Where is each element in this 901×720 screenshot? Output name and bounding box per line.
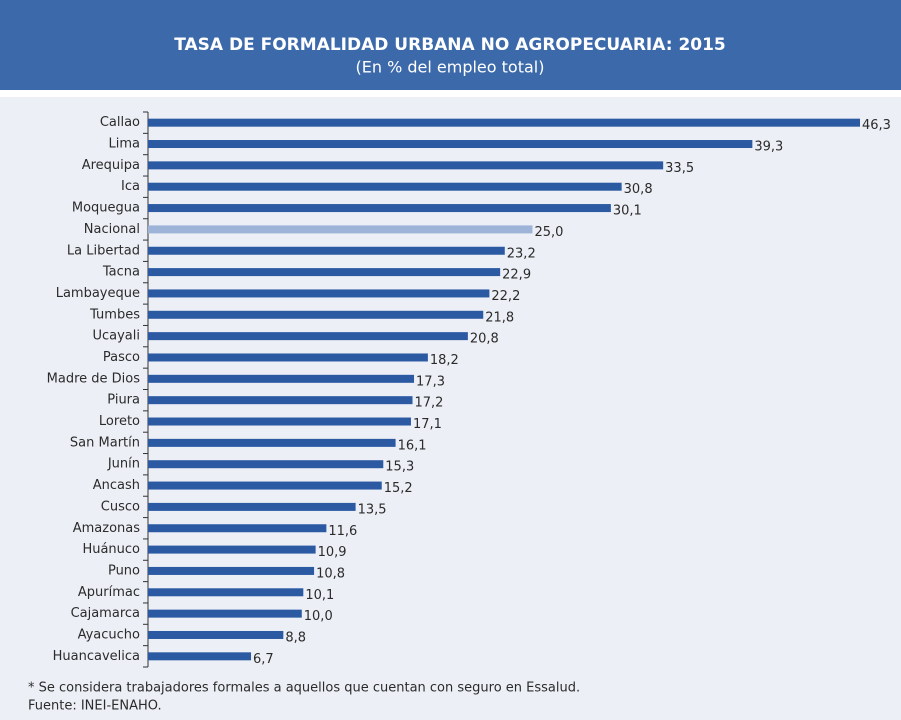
category-label: Pasco — [103, 350, 140, 365]
footnote: * Se considera trabajadores formales a a… — [28, 681, 580, 696]
bar — [148, 182, 622, 191]
value-label: 17,2 — [415, 396, 444, 411]
value-label: 11,6 — [328, 524, 357, 539]
category-label: Lima — [109, 137, 140, 152]
value-label: 18,2 — [430, 353, 459, 368]
value-label: 30,1 — [613, 204, 642, 219]
category-label: Cusco — [101, 499, 140, 514]
category-label: Piura — [107, 393, 140, 408]
bar — [148, 588, 304, 597]
value-label: 20,8 — [470, 332, 499, 347]
category-label: Ica — [121, 179, 140, 194]
category-label: San Martín — [70, 435, 140, 450]
bar — [148, 652, 252, 661]
category-label: Lambayeque — [56, 286, 140, 301]
category-label: Puno — [108, 563, 140, 578]
bar — [148, 481, 382, 490]
category-label: Nacional — [84, 222, 140, 237]
bar — [148, 268, 501, 277]
bar — [148, 204, 611, 213]
bar — [148, 566, 315, 575]
category-label: Huancavelica — [53, 649, 140, 664]
value-label: 22,2 — [491, 289, 520, 304]
category-label: Madre de Dios — [47, 371, 141, 386]
category-label: Moquegua — [72, 201, 140, 216]
value-label: 6,7 — [253, 652, 274, 667]
value-label: 22,9 — [502, 268, 531, 283]
value-label: 21,8 — [485, 310, 514, 325]
category-label: Ucayali — [92, 329, 140, 344]
category-label: Callao — [100, 115, 140, 130]
value-label: 39,3 — [754, 140, 783, 155]
value-label: 23,2 — [507, 246, 536, 261]
bar — [148, 353, 428, 362]
category-label: Tacna — [102, 265, 140, 280]
source: Fuente: INEI-ENAHO. — [28, 699, 162, 714]
value-label: 17,3 — [416, 374, 445, 389]
bar — [148, 225, 533, 234]
category-label: Junín — [107, 457, 140, 472]
category-label: La Libertad — [67, 243, 140, 258]
bar — [148, 310, 484, 319]
bar — [148, 161, 664, 170]
bar — [148, 417, 411, 426]
value-label: 10,0 — [304, 609, 333, 624]
bar — [148, 289, 490, 298]
bar — [148, 545, 316, 554]
value-label: 10,9 — [318, 545, 347, 560]
bar — [148, 524, 327, 533]
category-label: Loreto — [99, 414, 140, 429]
category-label: Tumbes — [89, 307, 140, 322]
value-label: 30,8 — [624, 182, 653, 197]
category-label: Cajamarca — [71, 606, 140, 621]
chart-subtitle: (En % del empleo total) — [356, 58, 545, 77]
bar — [148, 438, 396, 447]
category-label: Huánuco — [82, 542, 140, 557]
value-label: 33,5 — [665, 161, 694, 176]
value-label: 17,1 — [413, 417, 442, 432]
value-label: 13,5 — [358, 502, 387, 517]
value-label: 16,1 — [398, 438, 427, 453]
bar — [148, 609, 302, 618]
header-band — [0, 0, 901, 90]
category-label: Ayacucho — [78, 627, 140, 642]
bar — [148, 246, 505, 255]
value-label: 8,8 — [285, 630, 306, 645]
bar — [148, 630, 284, 639]
bar — [148, 460, 384, 469]
bar — [148, 140, 753, 149]
value-label: 15,3 — [385, 460, 414, 475]
bar — [148, 502, 356, 511]
bar — [148, 118, 860, 127]
bar — [148, 332, 468, 341]
value-label: 25,0 — [534, 225, 563, 240]
bar — [148, 396, 413, 405]
value-label: 46,3 — [862, 118, 891, 133]
category-label: Amazonas — [73, 521, 141, 536]
category-label: Ancash — [93, 478, 140, 493]
value-label: 10,1 — [305, 588, 334, 603]
category-label: Arequipa — [82, 158, 140, 173]
chart-title: TASA DE FORMALIDAD URBANA NO AGROPECUARI… — [174, 35, 726, 55]
bar — [148, 374, 415, 383]
value-label: 15,2 — [384, 481, 413, 496]
category-label: Apurímac — [78, 585, 140, 600]
value-label: 10,8 — [316, 566, 345, 581]
